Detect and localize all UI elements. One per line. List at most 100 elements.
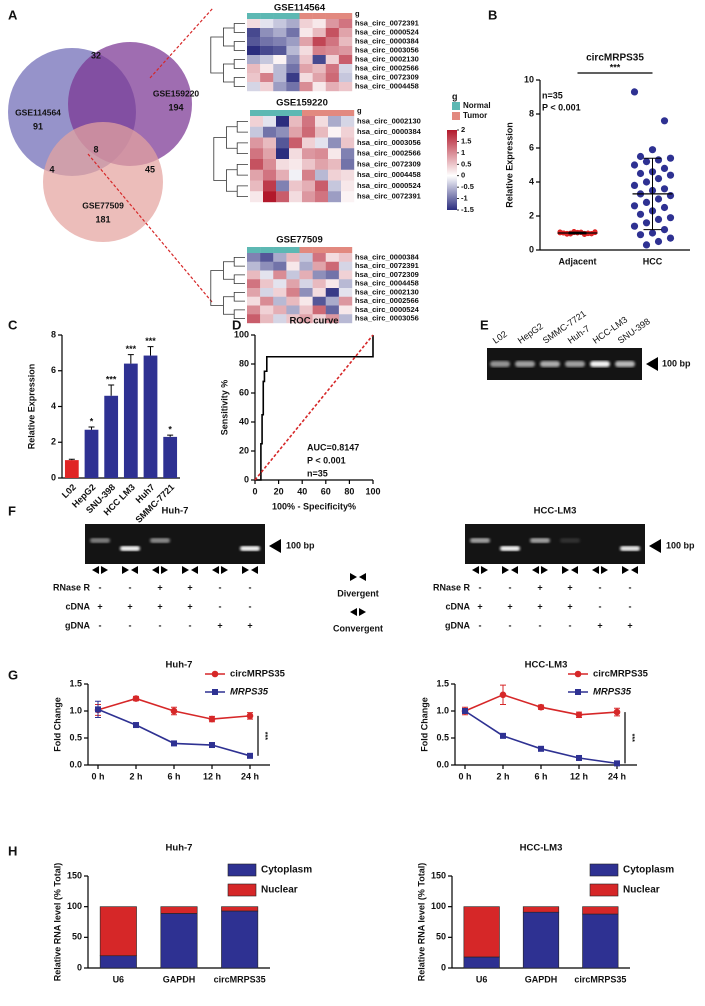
heatmap-cell bbox=[299, 261, 313, 271]
heatmap-cell bbox=[289, 116, 303, 127]
heatmap-cell bbox=[338, 279, 353, 289]
gel-band bbox=[470, 538, 490, 543]
heatmap-cell bbox=[247, 305, 261, 315]
y-tick-label: 0 bbox=[441, 962, 446, 972]
heatmap-cell bbox=[247, 19, 261, 29]
row-label: hsa_circ_0004458 bbox=[355, 279, 419, 288]
annotation: P < 0.001 bbox=[542, 102, 581, 112]
x-tick-label: 60 bbox=[321, 486, 331, 496]
legend-swatch bbox=[227, 863, 257, 877]
legend-title: g bbox=[452, 91, 458, 101]
heatmap-cell bbox=[325, 28, 340, 38]
x-tick-label: 0 h bbox=[91, 771, 104, 781]
data-point bbox=[654, 175, 663, 183]
heatmap-cell bbox=[247, 279, 261, 289]
heatmap-cell bbox=[273, 279, 287, 289]
gel-band bbox=[120, 546, 140, 551]
heatmap-cell bbox=[260, 296, 274, 306]
heatmap-cell bbox=[312, 64, 326, 74]
legend-swatch bbox=[227, 883, 257, 897]
heatmap-cell bbox=[315, 180, 329, 192]
sign: - bbox=[569, 620, 572, 630]
heatmap-cell bbox=[276, 169, 290, 181]
group-annotation bbox=[338, 13, 353, 19]
legend-swatch bbox=[589, 883, 619, 897]
significance: * bbox=[168, 424, 172, 434]
heatmap-cell bbox=[260, 305, 274, 315]
sign: + bbox=[537, 601, 542, 611]
heatmap-cell bbox=[315, 137, 329, 149]
group-annotation bbox=[260, 13, 274, 19]
y-tick-label: 2 bbox=[51, 437, 56, 447]
heatmap-cell bbox=[299, 64, 313, 74]
y-tick-label: 2 bbox=[529, 210, 534, 220]
heatmap-cell bbox=[289, 148, 303, 160]
heatmap-cell bbox=[312, 46, 326, 56]
row-label: hsa_circ_0072309 bbox=[355, 72, 419, 81]
x-tick-label: 6 h bbox=[167, 771, 180, 781]
sign: - bbox=[629, 582, 632, 592]
sign: + bbox=[217, 620, 222, 630]
heatmap-cell bbox=[315, 116, 329, 127]
heatmap-cell bbox=[273, 261, 287, 271]
row-label: hsa_circ_0003056 bbox=[357, 138, 421, 147]
y-tick-label: 50 bbox=[72, 932, 82, 942]
heatmap-cell bbox=[260, 261, 274, 271]
y-tick-label: 100 bbox=[431, 901, 446, 911]
group-annotation bbox=[286, 247, 300, 253]
heatmap-cell bbox=[312, 305, 326, 315]
group-annotation bbox=[299, 247, 313, 253]
data-point bbox=[666, 192, 675, 200]
primer-icon bbox=[191, 566, 198, 574]
heatmap-cell bbox=[341, 126, 355, 138]
heatmap-cell bbox=[325, 305, 340, 315]
y-tick-label: 8 bbox=[529, 108, 534, 118]
data-point bbox=[170, 707, 178, 715]
chart-title: circMRPS35 bbox=[586, 53, 644, 64]
heatmap-cell bbox=[286, 64, 300, 74]
data-point bbox=[636, 152, 645, 161]
heatmap-cell bbox=[338, 37, 353, 47]
panel-label: F bbox=[8, 503, 16, 518]
sign: + bbox=[187, 601, 192, 611]
row-label: hsa_circ_0072391 bbox=[355, 261, 419, 270]
heatmap-cell bbox=[299, 55, 313, 65]
error-bar bbox=[568, 231, 587, 235]
significance: *** bbox=[261, 732, 268, 740]
heatmap-cell bbox=[338, 288, 353, 297]
heatmap-cell bbox=[247, 261, 261, 271]
annotation: AUC=0.8147 bbox=[307, 442, 359, 452]
bar-segment bbox=[522, 911, 560, 969]
annotation-title: g bbox=[355, 9, 360, 18]
heatmap-cell bbox=[325, 37, 340, 47]
heatmap-cell bbox=[312, 19, 326, 29]
sign: - bbox=[219, 582, 222, 592]
heatmap-cell bbox=[273, 28, 287, 38]
error-bar bbox=[127, 354, 134, 364]
heatmap-cell bbox=[276, 180, 290, 192]
legend-label: MRPS35 bbox=[230, 687, 269, 698]
venn-set-name: GSE114564 bbox=[15, 107, 61, 117]
heatmap-cell bbox=[247, 64, 261, 74]
sign: + bbox=[157, 601, 162, 611]
heatmap-cell bbox=[338, 253, 353, 262]
error-bar bbox=[88, 426, 95, 430]
venn-set-name: GSE77509 bbox=[82, 200, 124, 210]
sign: - bbox=[219, 601, 222, 611]
sign: + bbox=[567, 601, 572, 611]
heatmap-cell bbox=[289, 169, 303, 181]
sign: - bbox=[599, 601, 602, 611]
heatmap-cell bbox=[247, 288, 261, 297]
x-tick-label: 80 bbox=[344, 486, 354, 496]
heatmap-cell bbox=[247, 82, 261, 92]
heatmap-cell bbox=[286, 279, 300, 289]
legend-marker bbox=[575, 689, 581, 695]
heatmap-cell bbox=[325, 296, 340, 306]
heatmap-cell bbox=[260, 288, 274, 297]
gel-band bbox=[150, 538, 170, 543]
primer-icon bbox=[502, 566, 509, 574]
data-point bbox=[95, 706, 101, 713]
line bbox=[97, 708, 251, 757]
heatmap-cell bbox=[325, 314, 340, 324]
venn-count: 4 bbox=[49, 164, 54, 174]
